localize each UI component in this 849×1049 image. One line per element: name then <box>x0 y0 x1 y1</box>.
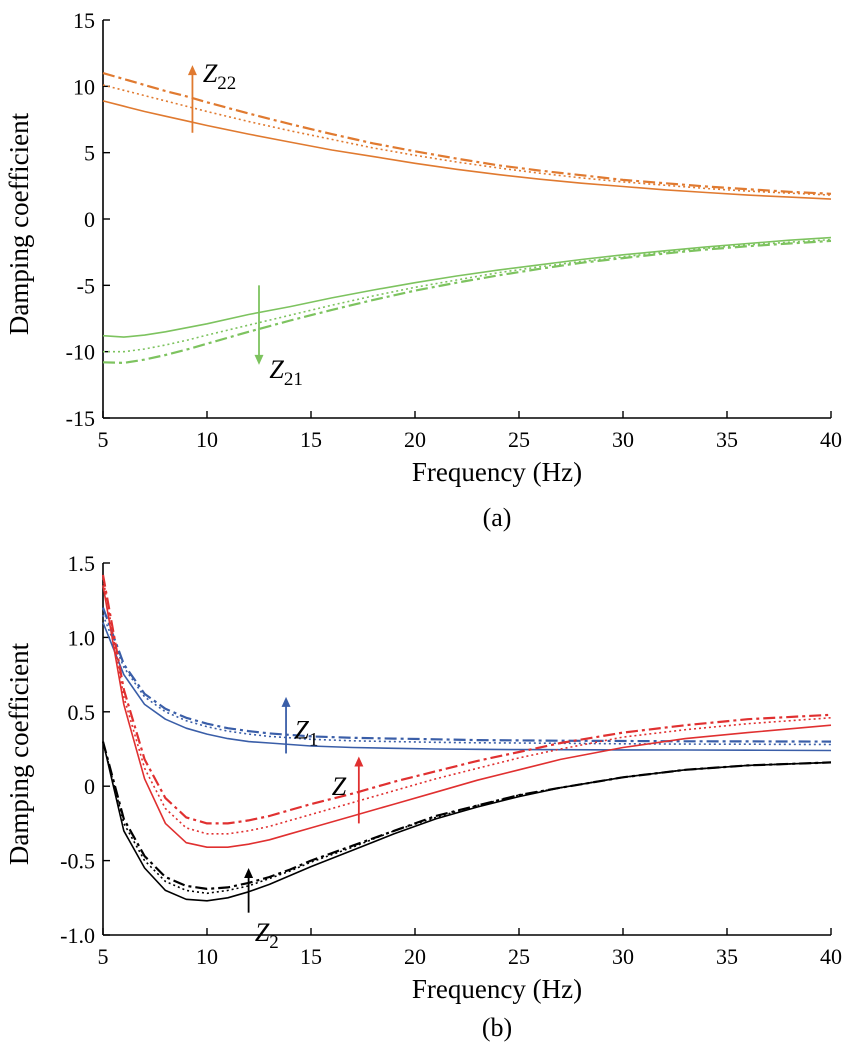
series-line-z22-dotted <box>102 84 832 196</box>
x-tick-label: 40 <box>820 944 842 969</box>
x-tick-label: 15 <box>300 427 322 452</box>
y-tick-label: 1.5 <box>68 551 96 576</box>
series-line-z1-solid <box>102 622 832 752</box>
series-line-z21-solid <box>102 236 832 338</box>
x-tick-label: 25 <box>508 944 530 969</box>
y-tick-label: 15 <box>73 8 95 33</box>
y-tick-label: 0 <box>84 774 95 799</box>
series-line-z22-solid <box>102 100 832 200</box>
x-tick-label: 5 <box>98 427 109 452</box>
annotation-arrow-head <box>354 756 364 767</box>
annotation-label-subscript: 2 <box>269 932 279 953</box>
annotation-arrow-head <box>254 354 264 365</box>
series-line-z-dashdot <box>101 574 832 825</box>
y-tick-label: -5 <box>77 273 95 298</box>
x-axis-title: Frequency (Hz) <box>412 974 582 1004</box>
series-line-z-dotted <box>102 577 832 835</box>
annotation-label-z: Z <box>332 772 347 801</box>
y-axis-title: Damping coefficient <box>4 642 34 865</box>
annotation-label-subscript: 22 <box>217 73 236 94</box>
y-tick-label: 0 <box>84 207 95 232</box>
annotation-label-base: Z <box>203 59 218 88</box>
annotation-label-z1: Z1 <box>294 716 318 751</box>
panel-caption: (b) <box>482 1013 512 1042</box>
annotation-arrow-head <box>244 868 254 879</box>
x-tick-label: 5 <box>98 944 109 969</box>
y-tick-label: 10 <box>73 74 95 99</box>
y-tick-label: 5 <box>84 141 95 166</box>
series-line-z2-dotted <box>102 741 832 895</box>
x-tick-label: 35 <box>716 944 738 969</box>
series-line-z21-dotted <box>103 238 832 353</box>
x-tick-label: 20 <box>404 427 426 452</box>
series-line-z1-dotted <box>102 614 832 746</box>
x-tick-label: 15 <box>300 944 322 969</box>
x-axis-title: Frequency (Hz) <box>412 457 582 487</box>
annotation-label-base: Z <box>294 716 309 745</box>
y-tick-label: -1.0 <box>60 923 95 948</box>
x-tick-label: 25 <box>508 427 530 452</box>
annotation-arrow-head <box>187 65 197 76</box>
series-line-z2-dashdot <box>101 741 832 891</box>
annotation-label-z2: Z2 <box>255 918 279 953</box>
x-tick-label: 10 <box>196 944 218 969</box>
chart-panel-a: -15 -10 -5 0 5 10 15 5 10 15 20 25 30 35 40 Frequency (… <box>4 8 842 532</box>
y-tick-label: 1.0 <box>68 625 96 650</box>
x-tick-label: 20 <box>404 944 426 969</box>
y-axis-title: Damping coefficient <box>4 112 34 335</box>
chart-panel-b: -1.0 -0.5 0 0.5 1.0 1.5 5 10 15 20 25 30 35 40 Frequen… <box>4 551 842 1042</box>
annotation-arrow-head <box>281 696 291 707</box>
series-line-z1-dashdot <box>101 607 832 743</box>
annotation-label-subscript: 21 <box>284 369 303 390</box>
series-line-z21-dashdot <box>102 239 832 364</box>
y-tick-label: 0.5 <box>68 700 96 725</box>
annotation-label-base: Z <box>269 355 284 384</box>
series-line-z22-dashdot <box>102 72 832 195</box>
series-line-z-solid <box>102 585 832 849</box>
annotation-label-base: Z <box>255 918 270 947</box>
x-tick-label: 35 <box>716 427 738 452</box>
annotation-label-base: Z <box>332 772 347 801</box>
annotation-label-z22: Z22 <box>203 59 236 94</box>
annotation-label-subscript: 1 <box>309 730 319 751</box>
y-tick-label: -10 <box>66 340 95 365</box>
x-tick-label: 30 <box>612 944 634 969</box>
x-tick-label: 30 <box>612 427 634 452</box>
x-tick-label: 40 <box>820 427 842 452</box>
x-tick-label: 10 <box>196 427 218 452</box>
y-tick-label: -0.5 <box>60 849 95 874</box>
y-tick-label: -15 <box>66 406 95 431</box>
series-line-z2-solid <box>102 741 832 902</box>
panel-caption: (a) <box>483 503 512 532</box>
annotation-label-z21: Z21 <box>269 355 302 390</box>
